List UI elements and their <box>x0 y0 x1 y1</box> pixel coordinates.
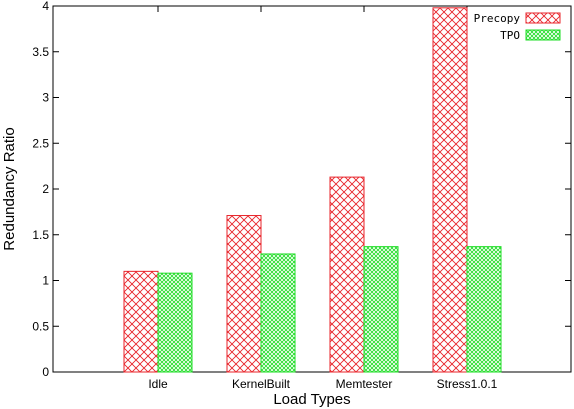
legend-swatch-tpo <box>525 29 561 41</box>
bar-tpo-idle <box>157 272 193 373</box>
x-tick-label: Idle <box>148 377 168 391</box>
y-tick-label: 0.5 <box>32 319 49 333</box>
bar-precopy-memtester <box>329 176 365 373</box>
x-tick-label: Stress1.0.1 <box>437 377 498 391</box>
x-tick-label: Memtester <box>336 377 393 391</box>
x-axis-label: Load Types <box>273 391 350 408</box>
y-tick-label: 1 <box>42 274 49 288</box>
bar-precopy-kernelbuilt <box>226 215 262 373</box>
y-tick-label: 1.5 <box>32 228 49 242</box>
x-tick-label: KernelBuilt <box>232 377 291 391</box>
bar-precopy-idle <box>123 270 159 373</box>
y-tick-label: 0 <box>42 365 49 379</box>
bar-tpo-kernelbuilt <box>260 253 296 373</box>
bar-precopy-stress1.0.1 <box>432 7 468 373</box>
legend-label-precopy: Precopy <box>474 12 521 25</box>
bar-tpo-memtester <box>363 246 399 373</box>
y-tick-label: 3.5 <box>32 45 49 59</box>
y-tick-label: 4 <box>42 0 49 13</box>
plot-area: 0 0.5 1 1.5 2 2.5 3 3.5 4 Idle KernelBuilt Memteste… <box>32 0 572 391</box>
legend-label-tpo: TPO <box>500 29 520 42</box>
legend-swatch-precopy <box>525 12 561 24</box>
y-tick-label: 3 <box>42 91 49 105</box>
bar-tpo-stress1.0.1 <box>466 246 502 373</box>
y-tick-label: 2 <box>42 182 49 196</box>
y-tick-label: 2.5 <box>32 136 49 150</box>
y-axis-label: Redundancy Ratio <box>1 127 18 250</box>
